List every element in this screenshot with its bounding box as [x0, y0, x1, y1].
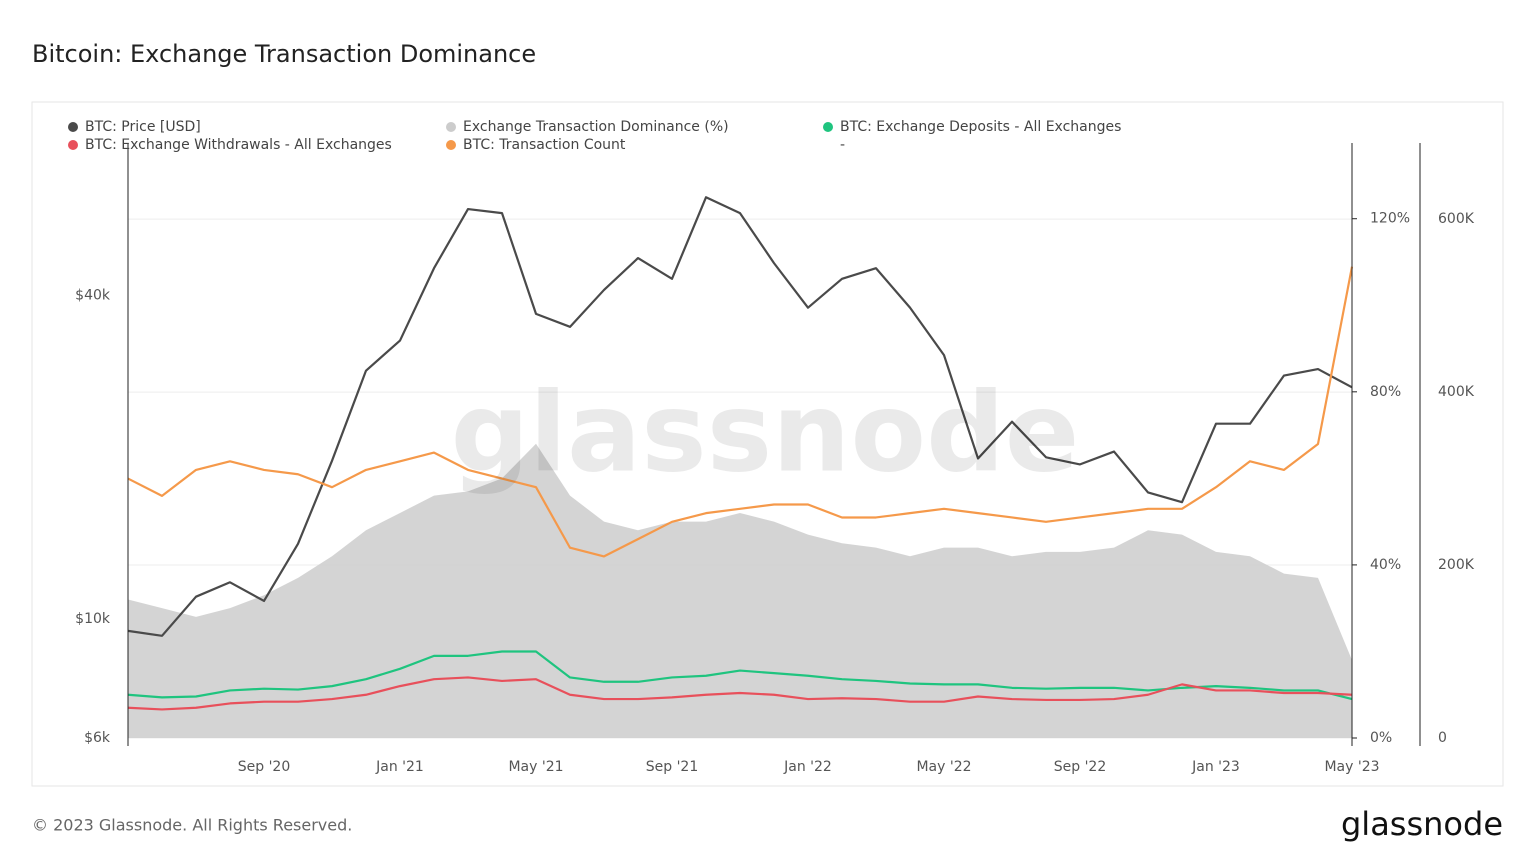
legend-swatch	[446, 122, 456, 132]
chart-frame	[31, 101, 1504, 787]
legend-label: BTC: Price [USD]	[85, 119, 201, 135]
legend: BTC: Price [USD] Exchange Transaction Dom…	[68, 119, 1121, 153]
copyright: © 2023 Glassnode. All Rights Reserved.	[32, 816, 352, 835]
legend-swatch	[68, 122, 78, 132]
y-tick-label: $6k	[84, 730, 111, 746]
y3-tick-label: 0	[1438, 730, 1447, 746]
line	[127, 266, 1354, 558]
legend-swatch	[446, 140, 456, 150]
legend-swatch	[68, 140, 78, 150]
line	[127, 196, 1353, 637]
x-tick-label: Jan '23	[1191, 759, 1240, 775]
y3-tick-label: 400K	[1438, 384, 1475, 400]
y3-tick-label: 200K	[1438, 557, 1475, 573]
legend-swatch	[823, 122, 833, 132]
x-tick-label: Sep '22	[1054, 759, 1107, 775]
legend-label: BTC: Exchange Deposits - All Exchanges	[840, 119, 1121, 135]
y2-tick-label: 120%	[1370, 211, 1410, 227]
y2-tick-label: 80%	[1370, 384, 1401, 400]
legend-label: Exchange Transaction Dominance (%)	[463, 119, 729, 135]
legend-label: BTC: Transaction Count	[463, 137, 626, 153]
y-tick-label: $40k	[75, 288, 111, 304]
x-tick-label: May '21	[508, 759, 563, 775]
y-tick-label: $10k	[75, 611, 111, 627]
watermark: glassnode	[451, 368, 1080, 496]
axes: $6k $10k $40k 0% 40% 80% 120% 0 200K 400K 600K Sep …	[75, 211, 1475, 775]
x-tick-label: May '22	[916, 759, 971, 775]
x-tick-label: Sep '21	[646, 759, 699, 775]
x-tick-label: Jan '22	[783, 759, 832, 775]
legend-label: BTC: Exchange Withdrawals - All Exchange…	[85, 137, 392, 153]
area	[128, 443, 1352, 738]
y3-tick-label: 600K	[1438, 211, 1475, 227]
line	[127, 650, 1353, 701]
y2-tick-label: 40%	[1370, 557, 1401, 573]
x-tick-label: Sep '20	[238, 759, 291, 775]
line	[127, 676, 1353, 711]
marks	[127, 196, 1354, 738]
x-tick-label: Jan '21	[375, 759, 424, 775]
logo: glassnode	[1341, 805, 1503, 843]
x-tick-label: May '23	[1324, 759, 1379, 775]
y2-tick-label: 0%	[1370, 730, 1392, 746]
legend-placeholder: -	[840, 137, 845, 153]
chart-title: Bitcoin: Exchange Transaction Dominance	[32, 40, 536, 68]
